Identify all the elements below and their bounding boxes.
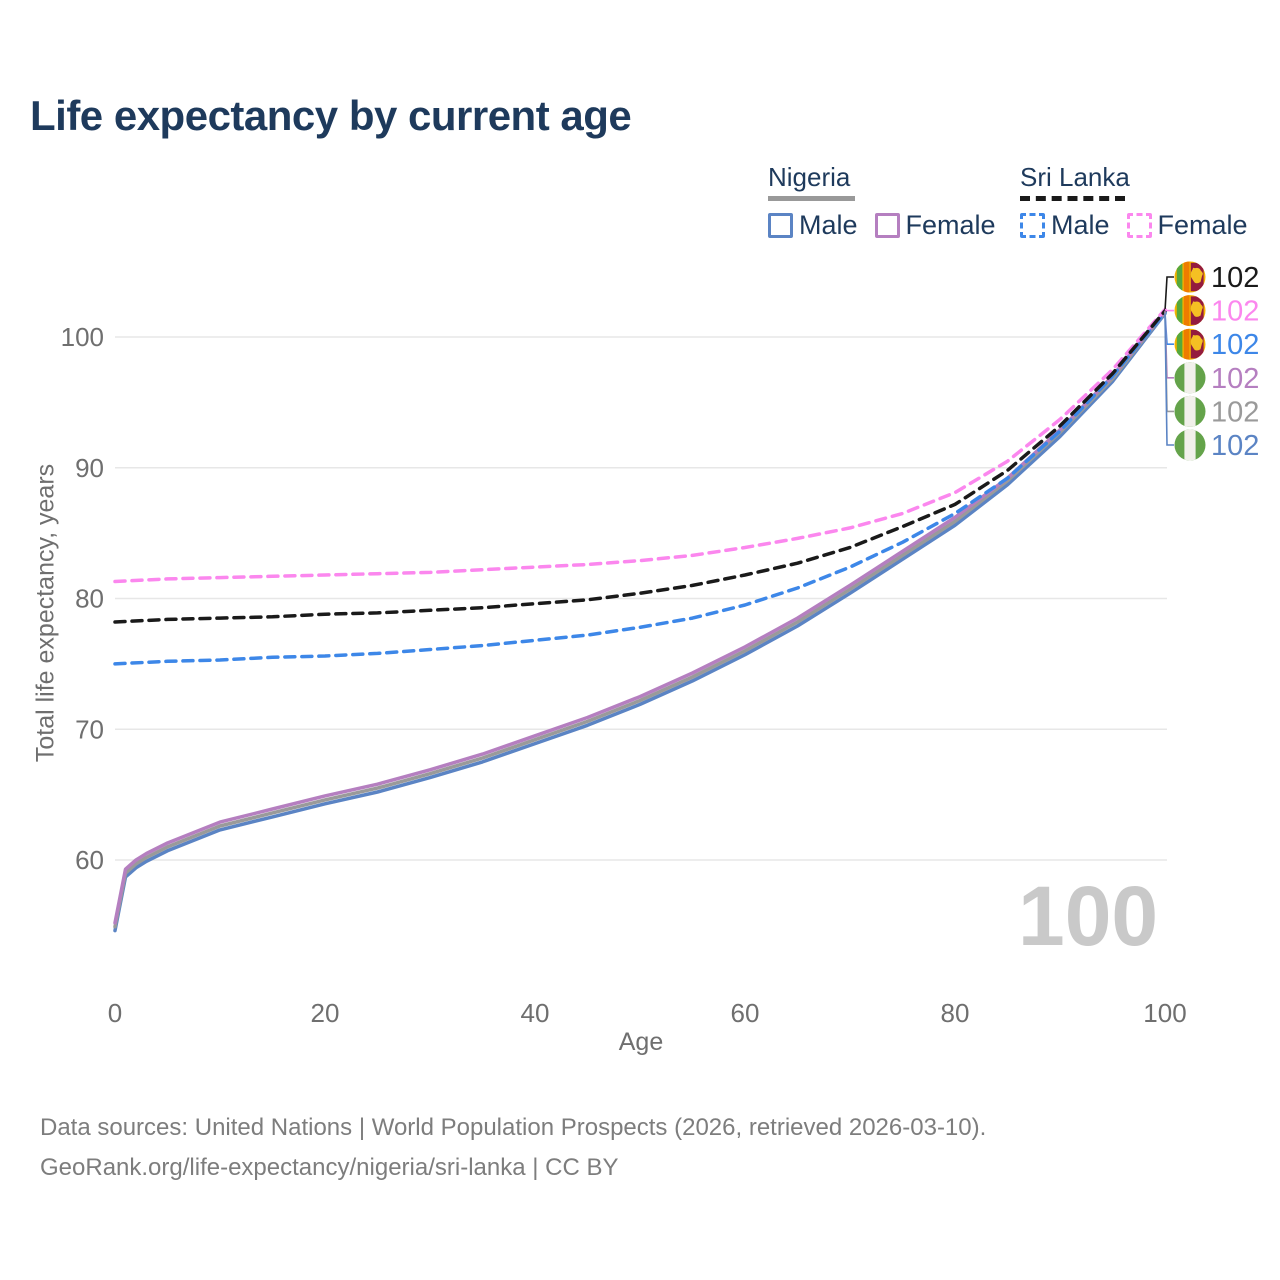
leader-line-sri-lanka-female: [1164, 308, 1174, 312]
x-tick-label: 20: [311, 998, 340, 1028]
sri-lanka-male-swatch-icon: [1020, 213, 1045, 238]
sri-lanka-flag-icon: [1174, 261, 1206, 293]
series-line-nigeria-male[interactable]: [113, 311, 1167, 933]
footer-attribution: GeoRank.org/life-expectancy/nigeria/sri-…: [40, 1154, 619, 1181]
footer: Data sources: United Nations | World Pop…: [40, 1108, 986, 1188]
nigeria-flag-icon: [1174, 395, 1206, 427]
series-line-sri-lanka-male[interactable]: [113, 310, 1167, 666]
legend: Nigeria Male Female Sri Lanka: [0, 162, 1280, 242]
end-value-label-nigeria-male: 102: [1211, 430, 1259, 462]
end-value-label-sri-lanka-female: 102: [1211, 296, 1259, 328]
x-tick-label: 40: [521, 998, 550, 1028]
legend-item-sri-lanka-male[interactable]: Male: [1020, 210, 1110, 241]
x-tick-label: 0: [108, 998, 122, 1028]
nigeria-flag-icon: [1174, 362, 1206, 394]
y-axis-title: Total life expectancy, years: [31, 463, 60, 763]
y-tick-label: 70: [75, 714, 104, 744]
leader-line-sri-lanka-total: [1164, 276, 1174, 311]
legend-group-sri-lanka-label[interactable]: Sri Lanka: [1020, 162, 1130, 192]
legend-item-label: Female: [1157, 210, 1248, 240]
series-line-nigeria-total[interactable]: [113, 310, 1167, 929]
legend-item-label: Male: [799, 210, 858, 240]
sri-lanka-dashed-line-sample: [1020, 196, 1125, 201]
y-tick-label: 90: [75, 453, 104, 483]
y-tick-label: 60: [75, 845, 104, 875]
end-value-label-nigeria-female: 102: [1211, 363, 1259, 395]
legend-group-nigeria-label[interactable]: Nigeria: [768, 162, 851, 192]
current-age-watermark: 100: [1018, 869, 1159, 963]
end-value-label-sri-lanka-male: 102: [1211, 329, 1259, 361]
x-tick-label: 80: [941, 998, 970, 1028]
nigeria-solid-line-sample: [768, 196, 855, 201]
series-line-nigeria-female[interactable]: [113, 309, 1167, 925]
legend-item-label: Male: [1051, 210, 1110, 240]
sri-lanka-flag-icon: [1174, 328, 1206, 360]
series-line-sri-lanka-total[interactable]: [113, 309, 1167, 624]
legend-item-nigeria-female[interactable]: Female: [874, 210, 996, 241]
legend-item-sri-lanka-female[interactable]: Female: [1126, 210, 1248, 241]
sri-lanka-flag-icon: [1174, 295, 1206, 327]
end-value-label-sri-lanka-total: 102: [1211, 262, 1259, 294]
legend-group-nigeria: Nigeria Male Female: [768, 162, 996, 241]
nigeria-female-swatch-icon: [874, 213, 900, 238]
series-line-sri-lanka-female[interactable]: [113, 307, 1167, 584]
y-tick-label: 80: [75, 584, 104, 614]
leader-line-nigeria-male: [1164, 313, 1174, 446]
end-value-label-nigeria-total: 102: [1211, 396, 1259, 428]
legend-group-sri-lanka: Sri Lanka Male Female: [1020, 162, 1248, 241]
legend-item-nigeria-male[interactable]: Male: [768, 210, 858, 241]
page-title: Life expectancy by current age: [30, 92, 632, 139]
nigeria-flag-icon: [1174, 429, 1206, 461]
x-axis-title: Age: [618, 1028, 664, 1056]
footer-data-sources: Data sources: United Nations | World Pop…: [40, 1114, 987, 1141]
x-tick-label: 100: [1143, 998, 1186, 1028]
legend-item-label: Female: [905, 210, 996, 240]
sri-lanka-female-swatch-icon: [1126, 213, 1152, 238]
x-tick-label: 60: [731, 998, 760, 1028]
y-tick-label: 100: [61, 322, 104, 352]
nigeria-male-swatch-icon: [768, 213, 793, 238]
